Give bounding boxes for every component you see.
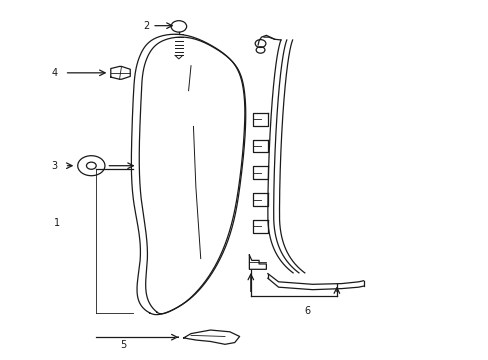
Text: 1: 1 — [54, 218, 60, 228]
Text: 5: 5 — [120, 340, 126, 350]
Text: 4: 4 — [51, 68, 57, 78]
Text: 6: 6 — [304, 306, 310, 316]
Text: 2: 2 — [143, 21, 149, 31]
Text: 3: 3 — [51, 161, 57, 171]
